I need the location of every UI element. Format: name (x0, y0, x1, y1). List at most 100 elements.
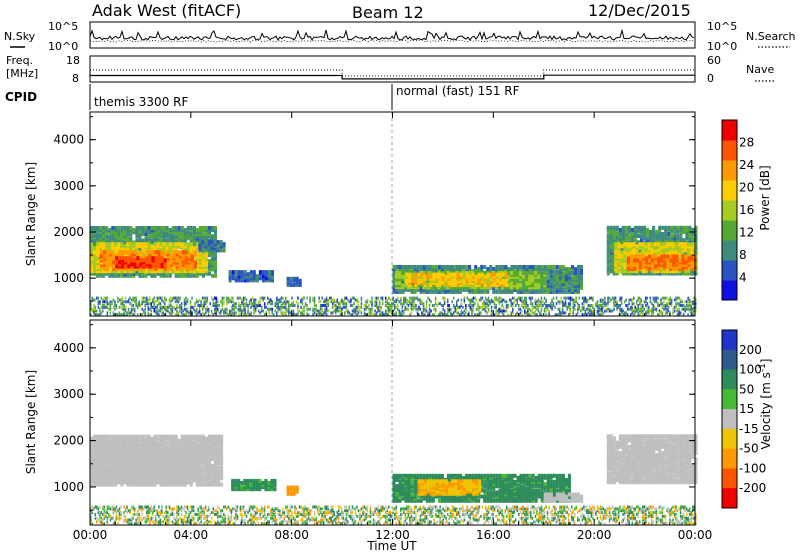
power-cell (321, 307, 323, 311)
power-cell (100, 311, 103, 315)
power-cell (282, 302, 284, 306)
power-cell (99, 271, 103, 276)
power-cell (477, 272, 481, 277)
power-cell (450, 265, 453, 269)
cpid-mode-2: normal (fast) 151 RF (396, 84, 520, 98)
noise-left-tick-top: 10^5 (48, 20, 78, 33)
power-cell (398, 265, 402, 269)
power-cell (165, 305, 168, 309)
power-cell (682, 238, 686, 243)
power-cell (252, 270, 256, 275)
power-cell (103, 296, 106, 300)
power-cell (158, 296, 160, 300)
power-cell (174, 234, 178, 239)
power-cell (180, 242, 184, 247)
power-cell (96, 271, 99, 276)
power-cell (174, 228, 178, 233)
power-cell (322, 304, 325, 307)
power-cell (363, 311, 366, 315)
power-cell (126, 273, 130, 278)
power-cell (186, 298, 189, 302)
power-cell (147, 230, 151, 235)
power-cell (168, 271, 172, 276)
power-cell (285, 305, 287, 309)
power-cell (96, 228, 99, 233)
power-cell (363, 307, 366, 311)
power-cell (652, 238, 656, 243)
power-cell (135, 228, 139, 233)
noise-sky-series (89, 28, 695, 41)
power-cell (130, 307, 133, 311)
power-cell (348, 311, 351, 315)
power-cell (174, 238, 178, 243)
power-cell (195, 238, 199, 243)
power-cell (201, 228, 205, 233)
power-cell (661, 225, 665, 230)
power-cell (261, 274, 265, 279)
power-cell (180, 238, 184, 243)
power-cell (516, 283, 519, 288)
power-cell (152, 305, 154, 309)
power-cell (189, 271, 193, 276)
power-cell (159, 273, 163, 278)
power-cell (631, 227, 634, 232)
power-cell (513, 265, 517, 269)
power-cell (283, 305, 286, 309)
power-cell (561, 287, 565, 292)
power-cell (267, 296, 269, 300)
power-cell (371, 300, 373, 304)
power-cell (126, 269, 130, 274)
power-cell (162, 234, 166, 239)
power-cell (192, 228, 196, 233)
power-cell (208, 250, 211, 255)
power-cell (102, 234, 106, 239)
power-cell (109, 300, 112, 304)
power-cell (684, 254, 688, 259)
power-cell (285, 296, 287, 300)
power-cell (96, 232, 99, 237)
power-cell (126, 236, 130, 241)
power-cell (413, 265, 417, 269)
power-cell (120, 305, 122, 309)
power-cell (162, 228, 166, 233)
power-cell (259, 304, 261, 307)
power-cell (121, 256, 125, 261)
power-cell (256, 304, 258, 307)
power-cell (235, 305, 237, 309)
power-cell (357, 307, 360, 311)
power-cell (369, 300, 372, 304)
power-cell (174, 236, 178, 241)
power-cell (513, 272, 516, 277)
power-cell (342, 300, 345, 304)
power-cell (171, 267, 175, 272)
power-cell (180, 311, 183, 315)
power-cell (259, 296, 261, 300)
power-cell (183, 307, 186, 311)
power-cell (114, 269, 118, 274)
power-cell (528, 270, 532, 275)
power-cell (102, 228, 106, 233)
power-cell (127, 307, 130, 311)
power-cell (232, 300, 234, 304)
power-cell (154, 250, 158, 255)
power-cell (333, 298, 335, 302)
power-cell (211, 273, 214, 278)
power-cell (171, 269, 175, 274)
power-cell (546, 265, 550, 269)
power-cell (132, 271, 136, 276)
power-cell (333, 304, 335, 307)
power-cell (118, 311, 121, 315)
power-cell (150, 234, 154, 239)
power-cell (319, 300, 322, 304)
power-cell (612, 225, 616, 230)
power-cell (177, 296, 180, 300)
power-cell (159, 238, 163, 243)
power-cell (368, 307, 370, 311)
power-cell (357, 311, 360, 315)
power-cell (144, 304, 146, 307)
power-cell (177, 228, 181, 233)
power-cell (468, 274, 472, 279)
power-cell (325, 296, 328, 300)
power-cell (141, 242, 145, 247)
power-cell (443, 289, 447, 294)
